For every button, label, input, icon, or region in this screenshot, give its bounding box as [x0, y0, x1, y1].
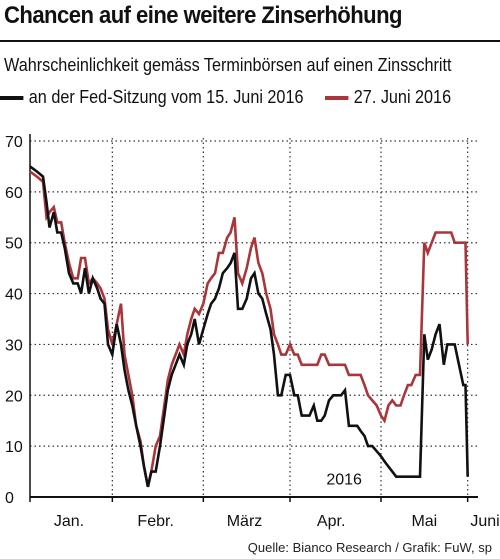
y-tick-label-40: 40 [5, 287, 23, 304]
y-tick-label-60: 60 [5, 185, 23, 202]
grid-lines [30, 138, 478, 497]
x-tick-label-0: Jan. [54, 513, 84, 530]
legend-item-series-1: an der Fed-Sitzung vom 15. Juni 2016 [0, 87, 303, 108]
legend-item-series-2: 27. Juni 2016 [325, 87, 451, 108]
tick-labels: 0 10 20 30 40 50 60 70 Jan. Febr. März Apr. Mai Juni [5, 134, 500, 530]
year-label: 2016 [326, 471, 362, 488]
series-line-1 [29, 165, 469, 488]
y-tick-label-10: 10 [5, 439, 23, 456]
legend-swatch-series-2 [325, 95, 349, 100]
legend-label-series-2: 27. Juni 2016 [353, 87, 452, 107]
x-tick-label-4: Mai [411, 513, 437, 530]
x-tick-label-5: Juni [470, 513, 499, 530]
title-rule [0, 40, 500, 42]
y-tick-label-20: 20 [5, 388, 23, 405]
x-tick-label-1: Febr. [137, 513, 173, 530]
series-line-2 [29, 170, 469, 488]
y-tick-label-50: 50 [5, 236, 23, 253]
y-tick-label-0: 0 [5, 490, 14, 507]
x-tick-label-2: März [227, 513, 263, 530]
chart-subtitle: Wahrscheinlichkeit gemäss Terminbörsen a… [4, 55, 452, 75]
x-tick-label-3: Apr. [317, 513, 345, 530]
source-note: Quelle: Bianco Research / Grafik: FuW, s… [247, 540, 492, 555]
legend-label-series-1: an der Fed-Sitzung vom 15. Juni 2016 [28, 87, 304, 107]
chart-title: Chancen auf eine weitere Zinserhöhung [4, 2, 402, 29]
legend-swatch-series-1 [0, 95, 24, 100]
y-tick-label-70: 70 [5, 134, 23, 151]
series-lines [29, 165, 469, 488]
axes [29, 134, 478, 502]
y-tick-label-30: 30 [5, 337, 23, 354]
